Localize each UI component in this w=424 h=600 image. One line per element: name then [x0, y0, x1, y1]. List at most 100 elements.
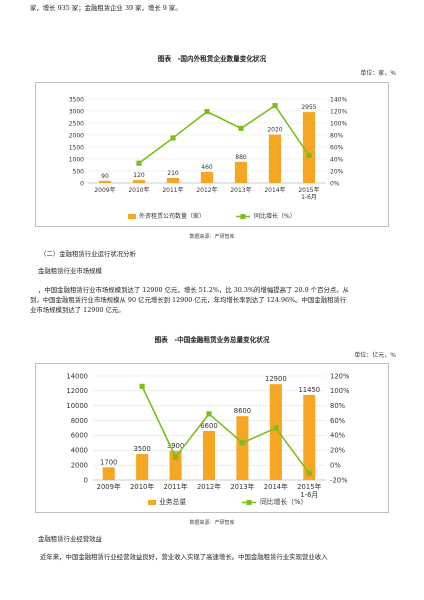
growth-point: [172, 454, 179, 460]
bar-value-label: 2020: [267, 127, 282, 134]
section-heading: （二）金融租赁行业运行状况分析: [40, 250, 136, 258]
left-tick-label: 0: [84, 476, 88, 484]
x-tick-label: 2011年: [162, 186, 183, 194]
legend-line-marker: [246, 500, 252, 505]
chart1-unit: 单位：家，%: [360, 70, 396, 77]
bar-value-label: 460: [201, 164, 213, 171]
left-tick-label: 1500: [69, 144, 84, 151]
bar-value-label: 90: [101, 173, 109, 180]
bar-value-label: 3900: [167, 442, 184, 450]
left-tick-label: 2000: [71, 461, 88, 469]
x-tick-label: 2011年: [164, 482, 188, 491]
legend-line-label: 同比增长（%）: [254, 212, 296, 220]
bar: [102, 467, 115, 480]
right-tick-label: 20%: [330, 447, 346, 455]
bar: [302, 112, 316, 183]
growth-line: [138, 104, 310, 164]
right-tick-label: 60%: [330, 417, 346, 425]
bar: [166, 177, 180, 183]
bar: [136, 454, 149, 480]
growth-point: [170, 135, 176, 141]
bottom-text: 近年来，中国金融租赁行业经营效益良好，营业收入实现了高速增长。中国金融租赁行业实…: [40, 553, 328, 561]
bar-value-label: 880: [235, 154, 247, 161]
legend-bar-swatch: [148, 500, 156, 505]
chart1-source: 数据来源：产研智库: [189, 234, 235, 240]
right-tick-label: 0%: [330, 180, 340, 187]
bar-value-label: 3500: [133, 445, 150, 453]
bar-value-label: 2955: [301, 104, 316, 111]
bottom-heading: 金融租赁行业经营效益: [38, 535, 102, 543]
left-tick-label: 500: [73, 168, 85, 175]
chart2-frame: 0 -20% 2000 0% 4000 20% 6000 40% 8000 60% 10000 80%…: [35, 363, 389, 513]
chart1-svg: 0 0% 500 20% 1000 40% 1500 60% 2000 80% 2500 100% 30…: [69, 96, 348, 220]
bar: [236, 416, 249, 480]
chart2-svg: 0 -20% 2000 0% 4000 20% 6000 40% 8000 60% 10000 80%…: [66, 372, 350, 506]
bar-value-label: 8600: [234, 407, 251, 415]
right-tick-label: 80%: [330, 132, 344, 139]
x-tick-label: 2015年 1-6月: [298, 186, 319, 201]
growth-point: [239, 440, 246, 446]
right-tick-label: 120%: [330, 372, 350, 380]
growth-point: [306, 470, 312, 476]
chart2-unit: 单位：亿元，%: [354, 352, 396, 359]
right-tick-label: 140%: [330, 96, 347, 103]
chart2-source: 数据来源：产研智库: [189, 520, 235, 526]
chart1-frame: 0 0% 500 20% 1000 40% 1500 60% 2000 80% 2500 100% 30…: [35, 82, 389, 227]
chart1-caption: 图表 -国内外租赁企业数量变化状况: [157, 55, 267, 63]
x-tick-label: 2012年: [197, 482, 221, 491]
x-tick-label: 2014年: [264, 482, 288, 491]
bar: [268, 134, 282, 183]
growth-point: [273, 425, 279, 431]
bar: [132, 180, 146, 183]
right-tick-label: 80%: [330, 402, 346, 410]
legend-line-marker: [240, 214, 246, 219]
left-tick-label: 12000: [66, 387, 88, 395]
bar: [202, 430, 216, 480]
growth-point: [139, 383, 145, 389]
right-tick-label: 60%: [330, 144, 344, 151]
x-tick-label: 2015年 1-6月: [297, 482, 321, 499]
legend-bar-label: 业务总量: [159, 497, 186, 506]
right-tick-label: 40%: [330, 432, 346, 440]
left-tick-label: 8000: [71, 417, 88, 425]
x-tick-label: 2009年: [94, 186, 115, 194]
growth-point: [238, 125, 244, 131]
paragraph-line: 到，中国金融租赁行业市场规模从 90 亿元增长到 12900 亿元，年均增长率到…: [30, 296, 347, 304]
bar: [200, 171, 214, 183]
left-tick-label: 10000: [66, 402, 88, 410]
bar-value-label: 120: [133, 172, 145, 179]
left-tick-label: 6000: [71, 432, 88, 440]
growth-point: [306, 152, 312, 158]
bar: [303, 394, 316, 480]
bar-value-label: 11450: [298, 386, 320, 394]
chart2-caption: 图表 -中国金融租赁业务总量变化状况: [154, 336, 270, 344]
left-tick-label: 0: [80, 180, 84, 187]
right-tick-label: 120%: [330, 108, 347, 115]
growth-point: [272, 103, 278, 109]
x-tick-label: 2010年: [130, 482, 154, 491]
bar-value-label: 1700: [100, 458, 117, 466]
growth-point: [206, 411, 212, 417]
left-tick-label: 2500: [69, 120, 84, 127]
left-tick-label: 14000: [66, 372, 88, 380]
right-tick-label: 100%: [330, 120, 347, 127]
paragraph: ，中国金融租赁行业市场规模到达了 12900 亿元，增长 51.2%，比 30.…: [30, 285, 398, 315]
paragraph-line: 业市场规模到达了 12900 亿元。: [30, 306, 125, 314]
growth-point: [136, 160, 142, 166]
right-tick-label: 40%: [330, 156, 344, 163]
x-tick-label: 2013年: [230, 482, 254, 491]
bar: [234, 161, 248, 183]
left-tick-label: 3000: [69, 108, 84, 115]
legend-line-label: 同比增长（%）: [260, 497, 307, 506]
left-tick-label: 2000: [69, 132, 84, 139]
subsection-heading: 金融租赁行业市场规模: [38, 267, 102, 275]
bar: [169, 451, 182, 480]
x-tick-label: 2009年: [97, 482, 121, 491]
right-tick-label: 0%: [330, 461, 341, 469]
left-tick-label: 3500: [69, 96, 84, 103]
x-tick-label: 2014年: [264, 186, 285, 194]
right-tick-label: 20%: [330, 168, 344, 175]
right-tick-label: 100%: [330, 387, 350, 395]
left-tick-label: 4000: [71, 447, 88, 455]
bar: [98, 180, 112, 183]
